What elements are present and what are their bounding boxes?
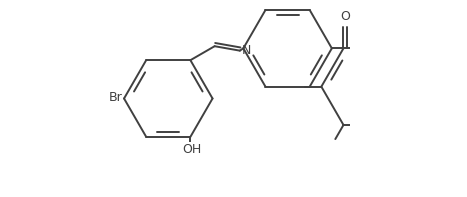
Text: N: N (242, 44, 251, 57)
Text: O: O (340, 10, 350, 23)
Text: OH: OH (182, 143, 201, 156)
Text: Br: Br (109, 91, 123, 104)
